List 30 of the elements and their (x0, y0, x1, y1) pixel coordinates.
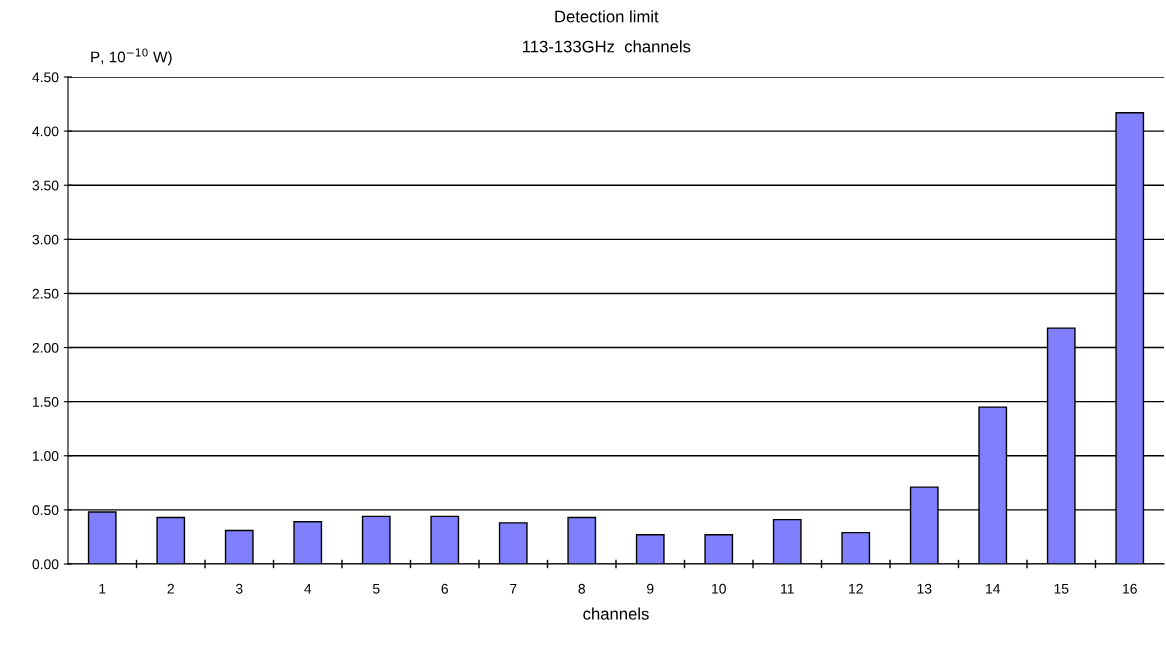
x-axis-title: channels (583, 607, 649, 620)
chart-subtitle: 113-133GHz channels (522, 40, 691, 53)
y-tick-label: 2.00 (32, 342, 59, 353)
x-tick-label: 13 (917, 583, 932, 594)
x-tick-label: 9 (647, 583, 654, 594)
y-tick-label: 2.50 (32, 288, 59, 299)
y-axis-title: P, 10$^{−10}$ W) (91, 48, 172, 66)
x-tick-label: 1 (99, 583, 106, 594)
y-tick-label: 1.00 (33, 451, 59, 461)
x-tick-label: 11 (781, 583, 794, 594)
x-tick-label: 2 (167, 583, 174, 594)
x-tick-label: 5 (372, 583, 380, 594)
x-tick-label: 14 (986, 583, 1001, 594)
y-tick-label: 4.50 (32, 72, 59, 83)
x-tick-label: 6 (441, 583, 448, 594)
x-tick-label: 8 (578, 583, 586, 594)
y-tick-label: 1.50 (33, 397, 59, 407)
x-tick-label: 16 (1123, 583, 1137, 594)
x-tick-label: 4 (304, 583, 312, 594)
y-tick-label: 4.00 (32, 126, 59, 137)
y-tick-label: 0.00 (32, 559, 59, 570)
x-tick-label: 12 (849, 583, 863, 594)
chart-title: Detection limit (555, 10, 659, 23)
y-tick-label: 3.50 (32, 180, 59, 191)
x-tick-label: 3 (235, 583, 243, 594)
y-tick-label: 0.50 (32, 505, 59, 516)
y-tick-label: 3.00 (32, 234, 59, 245)
x-tick-label: 10 (712, 583, 726, 594)
x-tick-label: 15 (1054, 583, 1069, 594)
x-tick-label: 7 (510, 583, 517, 594)
